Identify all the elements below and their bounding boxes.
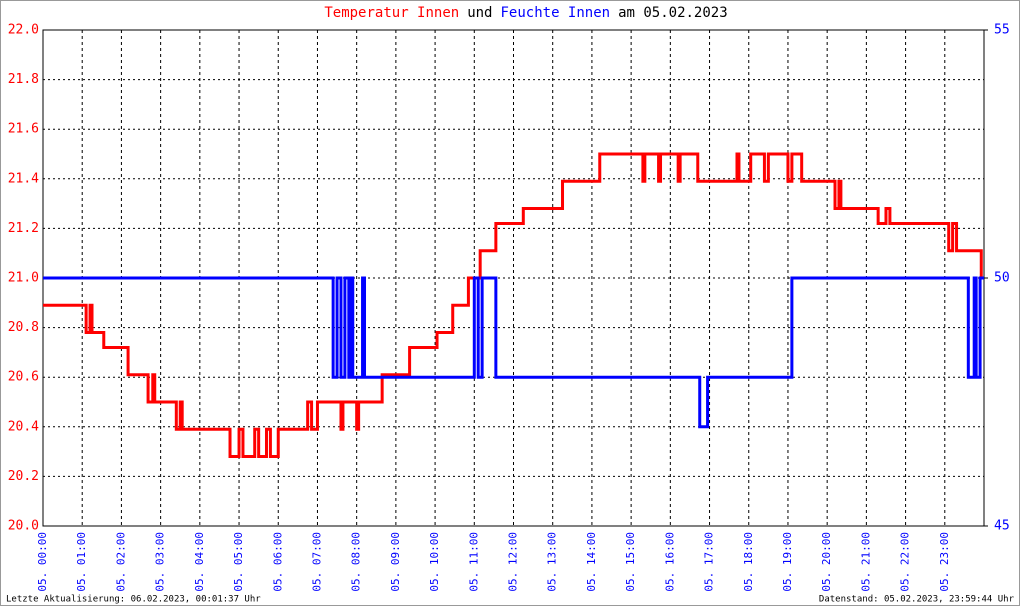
x-tick-label: 05. 13:00 <box>546 532 559 592</box>
x-tick-label: 05. 01:00 <box>75 532 88 592</box>
x-tick-label: 05. 15:00 <box>624 532 637 592</box>
title-part: und <box>467 5 492 21</box>
x-tick-label: 05. 07:00 <box>310 532 323 592</box>
y-tick-label: 21.0 <box>8 271 39 286</box>
x-tick-label: 05. 22:00 <box>899 532 912 592</box>
x-tick-label: 05. 04:00 <box>193 532 206 592</box>
y-tick-label: 22.0 <box>8 23 39 38</box>
chart-title: Temperatur Innen und Feuchte Innen am 05.02… <box>324 5 727 21</box>
y-tick-label: 21.4 <box>8 171 39 186</box>
y-tick-label: 20.0 <box>8 519 39 534</box>
x-tick-label: 05. 16:00 <box>663 532 676 592</box>
title-part: am 05.02.2023 <box>618 5 728 21</box>
y-tick-label: 20.2 <box>8 469 39 484</box>
title-part: Feuchte Innen <box>501 5 611 21</box>
x-tick-label: 05. 12:00 <box>507 532 520 592</box>
x-tick-label: 05. 06:00 <box>271 532 284 592</box>
series-line <box>43 152 984 459</box>
x-tick-label: 05. 08:00 <box>350 532 363 592</box>
x-tick-label: 05. 03:00 <box>154 532 167 592</box>
y-tick-label: 21.6 <box>8 122 39 137</box>
x-tick-label: 05. 11:00 <box>467 532 480 592</box>
x-tick-label: 05. 05:00 <box>232 532 245 592</box>
footer-left: Letzte Aktualisierung: 06.02.2023, 00:01… <box>6 595 261 605</box>
footer-right: Datenstand: 05.02.2023, 23:59:44 Uhr <box>819 595 1015 605</box>
x-tick-label: 05. 02:00 <box>114 532 127 592</box>
x-tick-label: 05. 14:00 <box>585 532 598 592</box>
title-part: Temperatur Innen <box>324 5 459 21</box>
x-tick-label: 05. 10:00 <box>428 532 441 592</box>
y-tick-label: 21.8 <box>8 72 39 87</box>
x-tick-label: 05. 21:00 <box>859 532 872 592</box>
series-line <box>43 276 984 429</box>
y2-tick-label: 55 <box>994 23 1010 38</box>
x-tick-label: 05. 17:00 <box>703 532 716 592</box>
x-tick-label: 05. 20:00 <box>820 532 833 592</box>
x-tick-label: 05. 00:00 <box>36 532 49 592</box>
x-tick-label: 05. 23:00 <box>938 532 951 592</box>
x-tick-label: 05. 19:00 <box>781 532 794 592</box>
x-tick-label: 05. 18:00 <box>742 532 755 592</box>
y-tick-label: 20.6 <box>8 370 39 385</box>
x-tick-label: 05. 09:00 <box>389 532 402 592</box>
y-tick-label: 20.4 <box>8 419 39 434</box>
y-tick-label: 21.2 <box>8 221 39 236</box>
y-tick-label: 20.8 <box>8 320 39 335</box>
y2-tick-label: 45 <box>994 519 1010 534</box>
y2-tick-label: 50 <box>994 271 1010 286</box>
